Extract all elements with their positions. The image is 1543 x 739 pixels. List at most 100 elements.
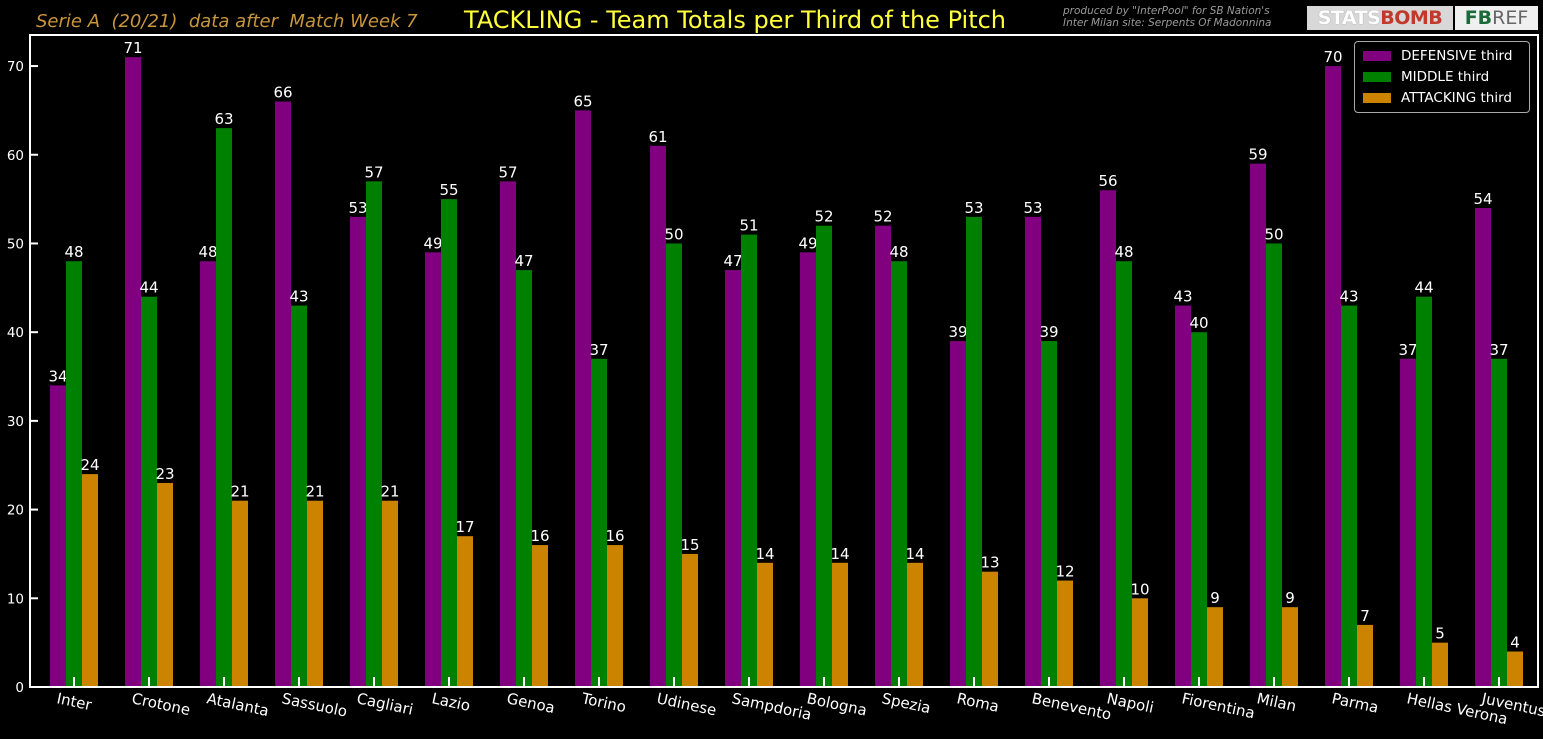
x-tick-label: Roma (955, 689, 1001, 715)
bar-value-label: 16 (530, 527, 549, 545)
bar-defensive (1100, 190, 1116, 687)
bar-value-label: 48 (198, 243, 217, 261)
y-tick-label: 60 (7, 148, 24, 164)
bar-value-label: 37 (1489, 341, 1508, 359)
bar-defensive (1250, 163, 1266, 687)
bar-value-label: 9 (1210, 589, 1220, 607)
bar-value-label: 24 (80, 456, 99, 474)
bar-value-label: 47 (723, 252, 742, 270)
bar-value-label: 49 (798, 234, 817, 252)
bar-attacking (232, 500, 248, 687)
bar-value-label: 17 (455, 518, 474, 536)
bar-attacking (1357, 624, 1373, 687)
bar-defensive (350, 216, 366, 687)
bar-attacking (832, 562, 848, 687)
bar-middle (1041, 341, 1057, 687)
bar-defensive (800, 252, 816, 688)
bar-value-label: 5 (1435, 625, 1445, 643)
bar-value-label: 43 (1173, 288, 1192, 306)
bar-value-label: 63 (214, 110, 233, 128)
x-tick-label: Udinese (655, 689, 718, 719)
fbref-logo: FBREF (1455, 6, 1538, 30)
bar-value-label: 15 (680, 536, 699, 554)
bar-attacking (907, 562, 923, 687)
bar-attacking (1057, 580, 1073, 687)
bar-value-label: 37 (1398, 341, 1417, 359)
bar-value-label: 52 (814, 208, 833, 226)
bar-value-label: 50 (664, 225, 683, 243)
legend-item: MIDDLE third (1363, 67, 1489, 87)
bar-defensive (125, 57, 141, 687)
bar-value-label: 52 (873, 208, 892, 226)
bar-middle (516, 270, 532, 687)
y-tick-label: 20 (7, 503, 24, 519)
bar-value-label: 16 (605, 527, 624, 545)
bar-attacking (607, 545, 623, 687)
bar-defensive (575, 110, 591, 687)
bar-value-label: 10 (1130, 580, 1149, 598)
x-tick-label: Atalanta (205, 689, 270, 720)
y-tick-label: 0 (15, 680, 24, 696)
legend-swatch (1363, 51, 1391, 61)
bar-value-label: 14 (905, 545, 924, 563)
legend-label: ATTACKING third (1401, 90, 1512, 106)
bar-attacking (1132, 598, 1148, 687)
bar-value-label: 13 (980, 554, 999, 572)
fbref-logo-part1: FB (1464, 7, 1493, 29)
plot-frame (29, 34, 1539, 688)
bar-defensive (1400, 358, 1416, 687)
bar-defensive (1475, 207, 1491, 687)
chart-subtitle: Serie A (20/21) data after Match Week 7 (36, 11, 418, 32)
bar-value-label: 54 (1473, 190, 1492, 208)
y-tick-label: 30 (7, 414, 24, 430)
bar-value-label: 21 (230, 483, 249, 501)
bar-attacking (1507, 651, 1523, 687)
bar-defensive (500, 181, 516, 687)
bar-value-label: 51 (739, 217, 758, 235)
bar-value-label: 43 (289, 288, 308, 306)
legend-swatch (1363, 93, 1391, 103)
bar-middle (1341, 305, 1357, 687)
bar-attacking (1282, 607, 1298, 687)
bar-middle (591, 358, 607, 687)
fbref-logo-part2: REF (1492, 7, 1529, 29)
legend-label: MIDDLE third (1401, 69, 1490, 85)
bar-value-label: 44 (139, 279, 158, 297)
credit-text: produced by "InterPool" for SB Nation's … (1063, 5, 1272, 29)
chart-title: TACKLING - Team Totals per Third of the … (464, 6, 1007, 34)
statsbomb-logo-part2: BOMB (1380, 7, 1443, 29)
bar-value-label: 39 (948, 323, 967, 341)
bar-middle (891, 261, 907, 687)
bar-middle (966, 216, 982, 687)
bar-middle (1491, 358, 1507, 687)
legend-label: DEFENSIVE third (1401, 48, 1513, 64)
bar-value-label: 4 (1510, 634, 1520, 652)
bar-defensive (200, 261, 216, 687)
bar-value-label: 55 (439, 181, 458, 199)
bar-defensive (1025, 216, 1041, 687)
bar-defensive (725, 270, 741, 687)
bar-middle (1116, 261, 1132, 687)
x-tick-label: Napoli (1105, 689, 1155, 716)
bar-value-label: 65 (573, 92, 592, 110)
legend-item: DEFENSIVE third (1363, 46, 1512, 66)
bar-attacking (457, 536, 473, 687)
bar-middle (141, 296, 157, 687)
credit-line-2: Inter Milan site: Serpents Of Madonnina (1063, 17, 1272, 29)
x-tick-label: Fiorentina (1180, 689, 1256, 722)
bar-middle (1266, 243, 1282, 687)
x-tick-label: Crotone (130, 689, 192, 719)
y-tick-label: 40 (7, 325, 24, 341)
bar-attacking (532, 545, 548, 687)
legend-item: ATTACKING third (1363, 88, 1512, 108)
bar-middle (291, 305, 307, 687)
bar-value-label: 21 (380, 483, 399, 501)
x-tick-label: Lazio (430, 689, 472, 715)
y-tick-label: 10 (7, 591, 24, 607)
bar-value-label: 34 (48, 367, 67, 385)
bar-attacking (757, 562, 773, 687)
bar-defensive (275, 101, 291, 687)
statsbomb-logo-part1: STATS (1317, 7, 1381, 29)
bar-value-label: 71 (123, 39, 142, 57)
